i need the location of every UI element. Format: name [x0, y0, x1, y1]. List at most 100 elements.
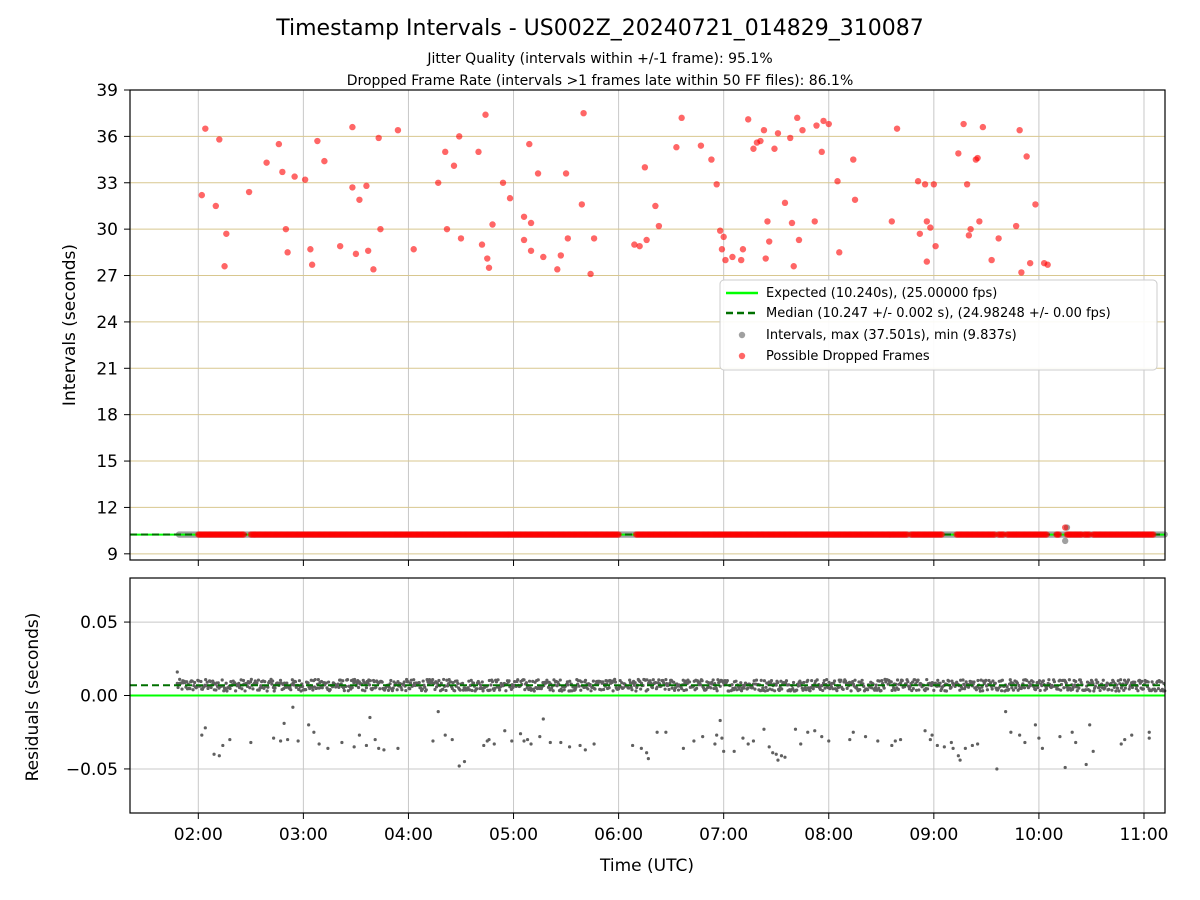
legend: Expected (10.240s), (25.00000 fps) Media…	[719, 279, 1158, 371]
residual-point	[292, 683, 296, 687]
residual-point	[1051, 684, 1055, 689]
residual-point	[1130, 733, 1134, 737]
residual-point	[441, 687, 445, 691]
residual-point	[366, 680, 370, 685]
residual-point	[408, 681, 413, 685]
intervals-y-tick-label: 9	[107, 545, 118, 565]
residual-point	[1084, 688, 1088, 692]
residual-point	[479, 683, 483, 688]
dropped-frame-point	[893, 125, 901, 132]
residual-point	[579, 688, 583, 692]
residual-point	[841, 687, 845, 691]
residual-point	[288, 685, 292, 689]
residual-point	[906, 680, 910, 684]
residual-point	[741, 736, 745, 740]
residuals-y-tick-label: −0.05	[66, 760, 118, 780]
intervals-y-tick-label: 36	[96, 127, 118, 147]
residual-point	[378, 687, 382, 691]
residual-point	[974, 688, 978, 692]
residual-point	[462, 759, 467, 764]
residual-point	[646, 688, 650, 692]
residual-point	[911, 687, 915, 691]
dropped-frame-point	[562, 170, 570, 177]
residual-point	[193, 680, 197, 685]
residual-point	[995, 767, 999, 771]
dropped-frame-point	[349, 123, 356, 131]
residual-point	[908, 684, 912, 689]
dropped-frame-point	[916, 230, 924, 237]
residual-point	[936, 678, 940, 682]
residual-point	[687, 680, 692, 684]
residual-point	[558, 678, 562, 682]
residual-point	[882, 686, 886, 690]
residual-point	[639, 687, 643, 691]
residual-point	[433, 687, 437, 692]
residual-point	[880, 678, 884, 683]
residual-point	[1088, 689, 1092, 693]
residual-point	[512, 680, 517, 684]
residual-point	[460, 681, 465, 685]
residual-point	[444, 688, 448, 693]
residual-point	[524, 681, 528, 685]
residual-point	[176, 685, 180, 690]
dropped-frame-point	[774, 130, 782, 137]
residual-point	[654, 680, 658, 685]
legend-expected-label: Expected (10.240s), (25.00000 fps)	[766, 286, 997, 301]
dropped-frame-point	[394, 126, 402, 134]
residual-point	[586, 687, 590, 691]
residual-point	[981, 689, 985, 693]
dropped-frame-point	[923, 218, 931, 225]
residual-point	[783, 755, 787, 759]
residual-point	[962, 682, 966, 686]
residual-point	[380, 680, 384, 684]
dropped-frame-point	[771, 145, 778, 152]
residual-point	[753, 687, 757, 691]
residual-point	[249, 677, 253, 681]
residual-point	[216, 681, 220, 685]
legend-median-label: Median (10.247 +/- 0.002 s), (24.98248 +…	[766, 306, 1111, 321]
dropped-frame-point	[795, 236, 803, 244]
residual-point	[947, 679, 951, 683]
residual-point	[507, 679, 511, 683]
residual-point	[353, 677, 357, 682]
residual-point	[601, 680, 605, 684]
residual-point	[746, 742, 750, 746]
residual-point	[831, 687, 835, 691]
dropped-frame-point	[1044, 261, 1051, 268]
residual-point	[1031, 680, 1035, 684]
dropped-frame-point	[587, 270, 594, 278]
residual-point	[475, 687, 479, 691]
residual-point	[916, 678, 920, 682]
residual-point	[958, 758, 962, 762]
interval-point	[1061, 537, 1069, 545]
residual-point	[270, 682, 274, 686]
residual-point	[848, 737, 852, 742]
dropped-frame-point	[352, 250, 360, 258]
dropped-frame-point	[720, 233, 727, 241]
residual-point	[1122, 678, 1127, 682]
residual-point	[487, 678, 491, 683]
residual-point	[199, 679, 203, 684]
residual-point	[604, 679, 608, 683]
residual-point	[1037, 679, 1042, 683]
dropped-frame-point	[965, 232, 973, 239]
residual-point	[1036, 686, 1040, 690]
dropped-frame-point	[718, 246, 726, 253]
dropped-frame-point	[484, 255, 491, 262]
dropped-frame-point	[349, 184, 356, 191]
residual-point	[577, 684, 581, 688]
residual-point	[715, 689, 719, 693]
dropped-frame-point	[457, 235, 465, 242]
residual-point	[1000, 678, 1004, 682]
residual-point	[873, 686, 878, 690]
residuals-y-tick-label: 0.00	[80, 687, 118, 707]
dropped-frame-point	[198, 191, 206, 199]
residual-point	[175, 670, 179, 674]
dropped-frame-point	[443, 225, 451, 233]
residual-point	[572, 685, 576, 689]
dropped-frame-point	[760, 126, 768, 134]
residual-point	[621, 686, 625, 690]
dropped-frame-point	[284, 249, 291, 256]
residual-point	[234, 689, 238, 693]
